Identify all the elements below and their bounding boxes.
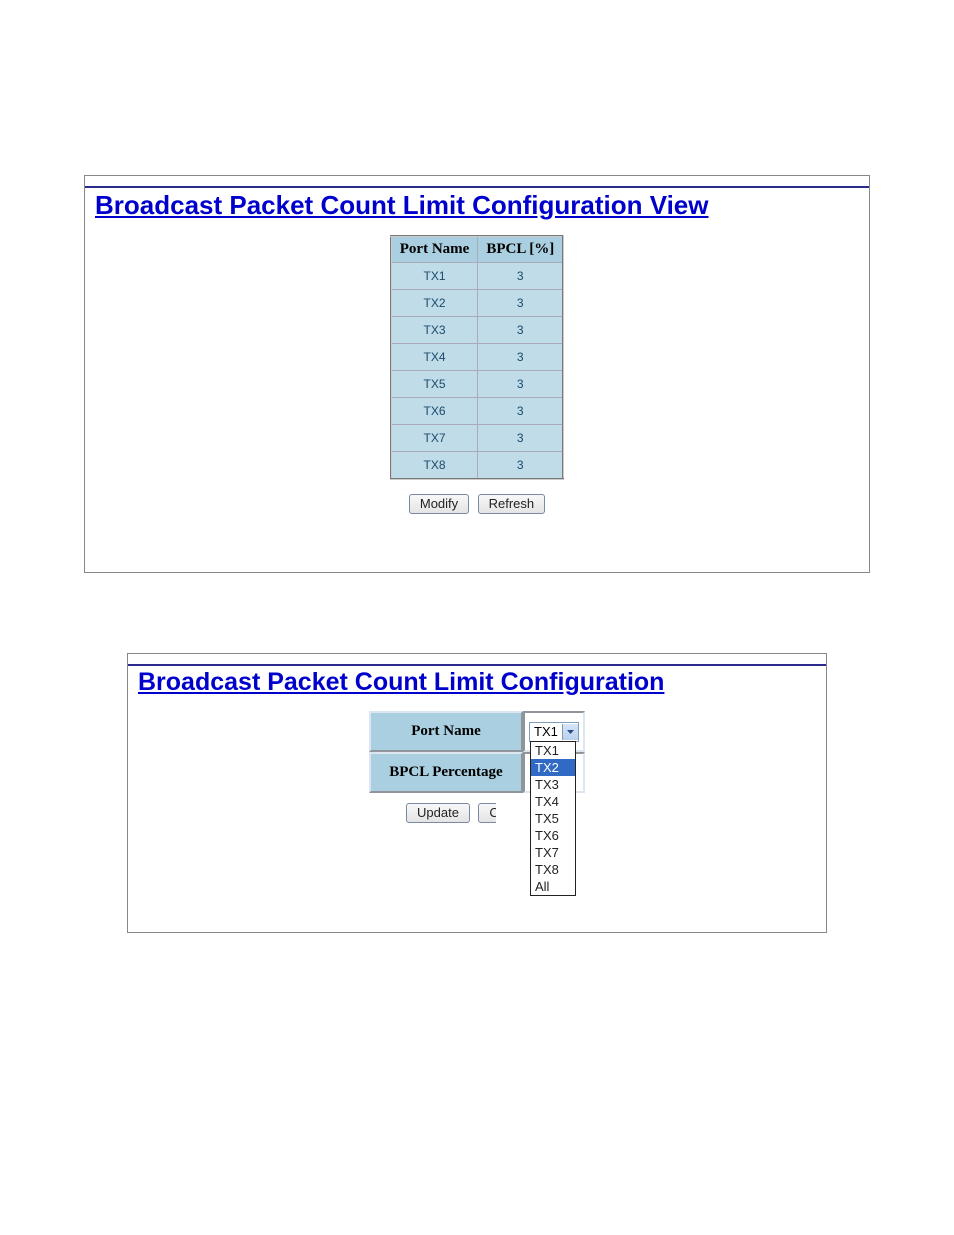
cell-bpcl: 3 <box>478 263 563 290</box>
label-bpcl-percentage: BPCL Percentage <box>369 752 523 793</box>
table-row: TX33 <box>391 317 563 344</box>
cancel-button-clipped[interactable]: Cancel <box>476 803 496 823</box>
view-button-row: Modify Refresh <box>85 494 869 514</box>
port-select[interactable]: TX1 TX1 TX2 TX3 TX4 TX5 TX6 TX7 TX8 All <box>529 722 579 742</box>
table-row: TX63 <box>391 398 563 425</box>
cell-bpcl: 3 <box>478 398 563 425</box>
port-select-value: TX1 <box>534 724 560 739</box>
table-row: TX43 <box>391 344 563 371</box>
port-option[interactable]: TX7 <box>531 844 575 861</box>
config-panel: Broadcast Packet Count Limit Configurati… <box>127 653 827 933</box>
cell-port: TX1 <box>391 263 478 290</box>
cell-port: TX5 <box>391 371 478 398</box>
config-title-link[interactable]: Broadcast Packet Count Limit Configurati… <box>138 668 816 697</box>
cell-bpcl: 3 <box>478 344 563 371</box>
col-bpcl: BPCL [%] <box>478 236 563 263</box>
cell-port: TX6 <box>391 398 478 425</box>
port-select-dropdown[interactable]: TX1 TX2 TX3 TX4 TX5 TX6 TX7 TX8 All <box>530 741 576 896</box>
cell-bpcl: 3 <box>478 452 563 480</box>
top-rule <box>128 664 826 666</box>
modify-button[interactable]: Modify <box>409 494 469 514</box>
cell-bpcl: 3 <box>478 425 563 452</box>
update-button[interactable]: Update <box>406 803 470 823</box>
cell-port: TX2 <box>391 290 478 317</box>
refresh-button[interactable]: Refresh <box>478 494 546 514</box>
cell-port: TX3 <box>391 317 478 344</box>
table-header-row: Port Name BPCL [%] <box>391 236 563 263</box>
cell-port: TX7 <box>391 425 478 452</box>
table-row: TX73 <box>391 425 563 452</box>
port-select-cell: TX1 TX1 TX2 TX3 TX4 TX5 TX6 TX7 TX8 All <box>523 711 585 752</box>
port-option[interactable]: TX6 <box>531 827 575 844</box>
bpcl-table: Port Name BPCL [%] TX13 TX23 TX33 TX43 T… <box>390 235 564 480</box>
cell-port: TX4 <box>391 344 478 371</box>
port-option[interactable]: TX4 <box>531 793 575 810</box>
port-option[interactable]: TX1 <box>531 742 575 759</box>
col-port-name: Port Name <box>391 236 478 263</box>
port-option[interactable]: TX2 <box>531 759 575 776</box>
cell-bpcl: 3 <box>478 317 563 344</box>
table-row: TX53 <box>391 371 563 398</box>
config-form-table: Port Name TX1 TX1 TX2 TX3 TX4 TX5 TX6 TX… <box>369 711 585 793</box>
table-row: TX83 <box>391 452 563 480</box>
port-option[interactable]: TX8 <box>531 861 575 878</box>
cell-bpcl: 3 <box>478 290 563 317</box>
table-row: TX23 <box>391 290 563 317</box>
view-panel: Broadcast Packet Count Limit Configurati… <box>84 175 870 573</box>
table-row: TX13 <box>391 263 563 290</box>
view-title-link[interactable]: Broadcast Packet Count Limit Configurati… <box>95 190 859 221</box>
port-option[interactable]: All <box>531 878 575 895</box>
port-option[interactable]: TX5 <box>531 810 575 827</box>
chevron-down-icon <box>562 724 578 740</box>
cell-bpcl: 3 <box>478 371 563 398</box>
cancel-button[interactable]: Cancel <box>478 803 496 823</box>
label-port-name: Port Name <box>369 711 523 752</box>
cell-port: TX8 <box>391 452 478 480</box>
top-rule <box>85 186 869 188</box>
port-option[interactable]: TX3 <box>531 776 575 793</box>
